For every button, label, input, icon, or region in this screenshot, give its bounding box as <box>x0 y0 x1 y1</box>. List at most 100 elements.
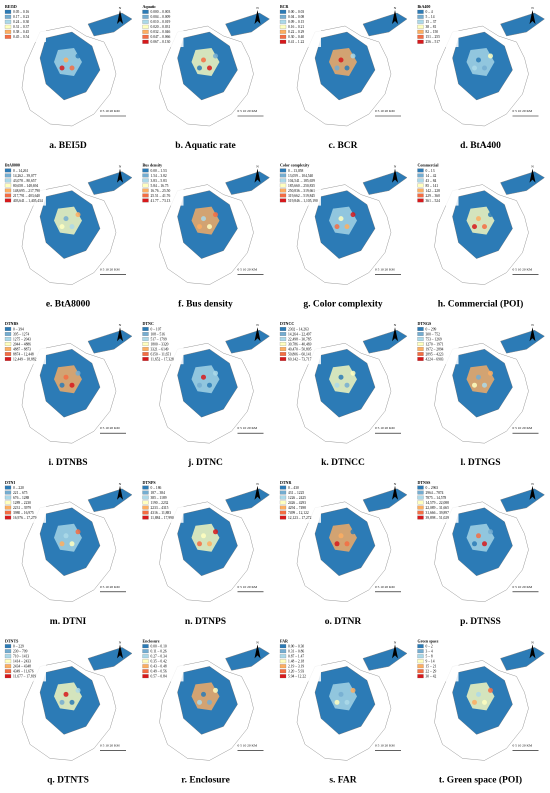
north-arrow <box>392 10 398 24</box>
legend-label: 2044 – 4886 <box>13 342 31 346</box>
legend-swatch <box>417 29 424 34</box>
legend-label: 14,262 – 39,077 <box>13 174 37 179</box>
legend-swatch <box>417 669 424 674</box>
map-patch <box>338 57 344 63</box>
legend-label: 217,791 – 403,640 <box>13 194 40 199</box>
legend-label: 250,836 – 319,661 <box>288 189 315 194</box>
legend-swatch <box>417 39 424 44</box>
legend-swatch <box>4 674 12 679</box>
legend-label: 676 – 1288 <box>13 496 29 500</box>
north-label: N <box>531 482 534 486</box>
north-arrow <box>117 168 123 183</box>
legend-swatch <box>4 644 12 649</box>
legend-label: 4316 – 11,883 <box>151 511 172 516</box>
map <box>434 488 545 603</box>
legend-swatch <box>142 9 149 14</box>
north-arrow <box>254 644 261 659</box>
legend-label: 0.31 – 0.37 <box>13 25 29 29</box>
legend-label: 0 – 13 <box>426 169 435 173</box>
legend-swatch <box>417 664 424 669</box>
map-patch <box>344 224 350 230</box>
legend-label: 13,059 – 104,540 <box>288 174 313 179</box>
map-island <box>87 488 133 513</box>
legend-swatch <box>142 188 149 193</box>
legend-label: 15 – 37 <box>426 20 437 24</box>
legend-swatch <box>417 198 424 203</box>
legend-swatch <box>417 490 424 495</box>
legend-label: 7875 – 14,578 <box>426 496 447 501</box>
legend-swatch <box>279 664 287 669</box>
map-patch <box>350 212 356 218</box>
legend-label: 6150 – 11,651 <box>151 352 172 357</box>
legend-label: 0 – 186 <box>151 486 162 490</box>
legend-swatch <box>4 193 12 198</box>
legend-label: 0.30 – 0.40 <box>288 35 304 39</box>
legend-label: 0 – 4 <box>426 10 433 14</box>
legend-title: FAR <box>280 638 288 643</box>
map-island <box>362 647 408 671</box>
legend-label: 40,470 – 50,805 <box>288 347 312 352</box>
legend-swatch <box>4 19 12 24</box>
legend-label: 187 – 384 <box>151 491 166 495</box>
legend-swatch <box>4 34 12 39</box>
legend-swatch <box>142 168 149 173</box>
legend-swatch <box>417 34 424 39</box>
map-island <box>225 488 270 513</box>
map-patch <box>197 541 202 547</box>
legend-swatch <box>279 327 287 331</box>
legend-label: 0.22 – 0.29 <box>288 30 304 34</box>
legend-label: 30,786 – 40,469 <box>288 342 312 347</box>
north-arrow <box>254 168 261 183</box>
map-patch <box>201 374 206 380</box>
north-label: N <box>394 640 397 644</box>
map-patch <box>201 533 206 539</box>
legend-label: 0.00 – 0.10 <box>151 645 167 649</box>
legend-swatch <box>4 357 12 361</box>
map-patch <box>213 370 218 376</box>
panel-caption: t. Green space (POI) <box>439 774 522 785</box>
legend-label: 0 – 2 <box>426 645 433 649</box>
legend-label: 361 – 524 <box>426 199 441 203</box>
legend-label: 82 – 150 <box>426 30 439 34</box>
map <box>159 12 270 127</box>
legend-label: 38 – 81 <box>426 25 437 29</box>
legend-title: DTNR <box>280 480 291 485</box>
map-island <box>500 12 545 37</box>
map-patch <box>488 370 493 376</box>
legend-label: 395 – 1274 <box>13 332 29 336</box>
legend-swatch <box>4 29 12 34</box>
legend-swatch <box>279 332 287 336</box>
scale-label: 0 5 10 20 KM <box>375 109 396 113</box>
legend-swatch <box>142 485 149 490</box>
legend-swatch <box>279 659 287 664</box>
legend-label: 0 – 107 <box>151 327 162 331</box>
legend-label: 2231 – 3979 <box>13 506 31 510</box>
legend-label: 0 – 299 <box>426 327 437 331</box>
legend-swatch <box>417 168 424 173</box>
north-label: N <box>394 165 397 169</box>
panel-caption: l. DTNGS <box>460 458 500 468</box>
map-island <box>362 12 408 37</box>
scale-label: 0 5 10 20 KM <box>100 585 121 589</box>
legend-label: 0 – 220 <box>13 486 24 490</box>
legend-swatch <box>417 173 424 178</box>
legend-label: 221 – 675 <box>13 491 28 495</box>
legend-swatch <box>279 14 287 19</box>
legend-label: 0.17 – 0.23 <box>13 15 29 19</box>
north-label: N <box>531 323 534 327</box>
legend-label: 0.43 – 0.48 <box>151 665 167 669</box>
north-label: N <box>119 165 122 169</box>
map-patch <box>63 374 69 380</box>
legend-swatch <box>4 183 12 188</box>
legend-label: 16,976 – 17,279 <box>13 516 37 521</box>
legend-swatch <box>4 500 12 505</box>
legend-label: 0 – 430 <box>288 486 299 490</box>
legend-label: 1289 – 2230 <box>13 501 31 505</box>
scale-label: 0 5 10 20 KM <box>100 743 121 747</box>
scale-label: 0 5 10 20 KM <box>100 109 121 113</box>
